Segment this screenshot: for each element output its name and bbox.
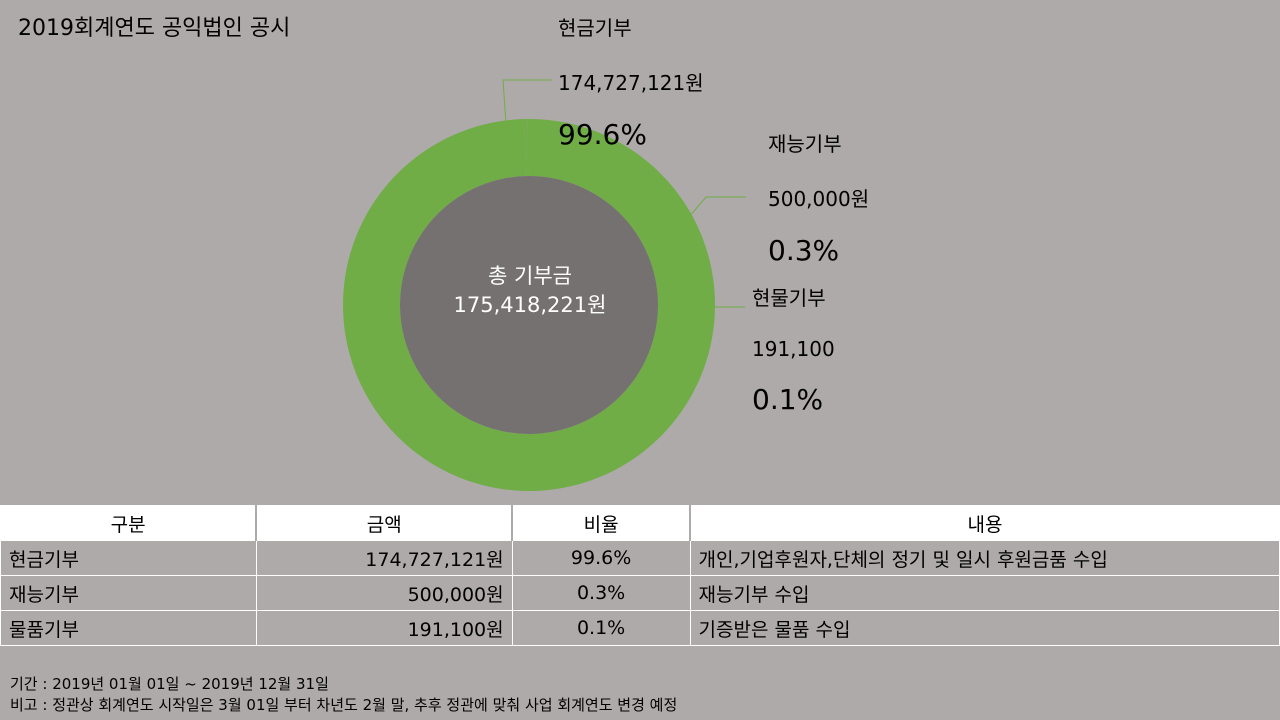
cell-amount: 174,727,121원 — [255, 540, 513, 576]
cell-content: 개인,기업후원자,단체의 정기 및 일시 후원금품 수입 — [689, 540, 1280, 576]
period-note: 기간 : 2019년 01월 01일 ~ 2019년 12월 31일 — [10, 675, 329, 693]
slice-amount: 174,727,121원 — [558, 71, 704, 95]
slice-percent: 0.1% — [752, 383, 824, 416]
cell-category: 물품기부 — [0, 610, 257, 646]
donut-chart — [343, 79, 746, 491]
ring-slice-talent — [524, 119, 529, 177]
footnotes: 기간 : 2019년 01월 01일 ~ 2019년 12월 31일 비고 : … — [10, 674, 677, 716]
cell-ratio: 99.6% — [511, 540, 691, 576]
cell-ratio: 0.3% — [511, 575, 691, 611]
table-row: 물품기부 191,100원 0.1% 기증받은 물품 수입 — [0, 610, 1280, 646]
ring-slice-goods — [527, 119, 529, 177]
donut-center-text: 총 기부금 175,418,221원 — [405, 262, 655, 320]
cell-content: 재능기부 수입 — [689, 575, 1280, 611]
page-title: 2019회계연도 공익법인 공시 — [18, 16, 291, 41]
callout-goods: 현물기부 191,100 0.1% — [752, 282, 835, 416]
table-header-row: 구분 금액 비율 내용 — [0, 505, 1280, 541]
cell-amount: 500,000원 — [255, 575, 513, 611]
header-ratio: 비율 — [511, 505, 692, 541]
leader-line-talent — [664, 196, 746, 246]
donut-center — [400, 176, 658, 434]
cell-content: 기증받은 물품 수입 — [689, 610, 1280, 646]
callout-cash: 현금기부 174,727,121원 99.6% — [558, 12, 704, 151]
slice-label: 재능기부 — [768, 132, 842, 156]
cell-category: 재능기부 — [0, 575, 257, 611]
leader-line-cash — [502, 79, 552, 139]
leader-line-goods — [676, 306, 745, 323]
header-amount: 금액 — [255, 505, 514, 541]
remark-note: 비고 : 정관상 회계연도 시작일은 3월 01일 부터 차년도 2월 말, 추… — [10, 696, 678, 714]
ring-slice-cash — [343, 119, 716, 491]
center-value: 175,418,221원 — [453, 293, 607, 317]
slice-percent: 99.6% — [558, 118, 647, 151]
donut-ring — [343, 119, 716, 491]
table-row: 재능기부 500,000원 0.3% 재능기부 수입 — [0, 575, 1280, 611]
callout-talent: 재능기부 500,000원 0.3% — [768, 128, 869, 267]
cell-ratio: 0.1% — [511, 610, 691, 646]
cell-category: 현금기부 — [0, 540, 257, 576]
donation-table: 구분 금액 비율 내용 현금기부 174,727,121원 99.6% 개인,기… — [0, 505, 1280, 646]
table-row: 현금기부 174,727,121원 99.6% 개인,기업후원자,단체의 정기 … — [0, 540, 1280, 576]
slice-label: 현금기부 — [558, 16, 632, 40]
slice-amount: 191,100 — [752, 337, 835, 361]
slice-label: 현물기부 — [752, 286, 826, 310]
slice-percent: 0.3% — [768, 234, 840, 267]
header-category: 구분 — [0, 505, 258, 541]
header-content: 내용 — [689, 505, 1280, 541]
center-label: 총 기부금 — [488, 264, 572, 288]
cell-amount: 191,100원 — [255, 610, 513, 646]
slice-amount: 500,000원 — [768, 187, 870, 211]
